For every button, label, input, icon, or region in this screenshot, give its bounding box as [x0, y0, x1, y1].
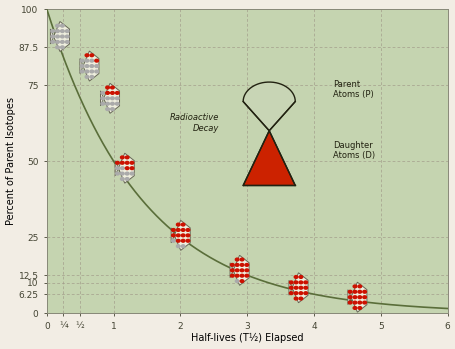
Y-axis label: Percent of Parent Isotopes: Percent of Parent Isotopes — [5, 97, 15, 225]
Polygon shape — [243, 131, 295, 185]
Polygon shape — [243, 82, 295, 131]
X-axis label: Half-lives (T½) Elapsed: Half-lives (T½) Elapsed — [191, 333, 303, 343]
Text: Daughter
Atoms (D): Daughter Atoms (D) — [333, 141, 374, 160]
Text: Radioactive
Decay: Radioactive Decay — [169, 113, 219, 133]
Text: Parent
Atoms (P): Parent Atoms (P) — [333, 80, 373, 99]
